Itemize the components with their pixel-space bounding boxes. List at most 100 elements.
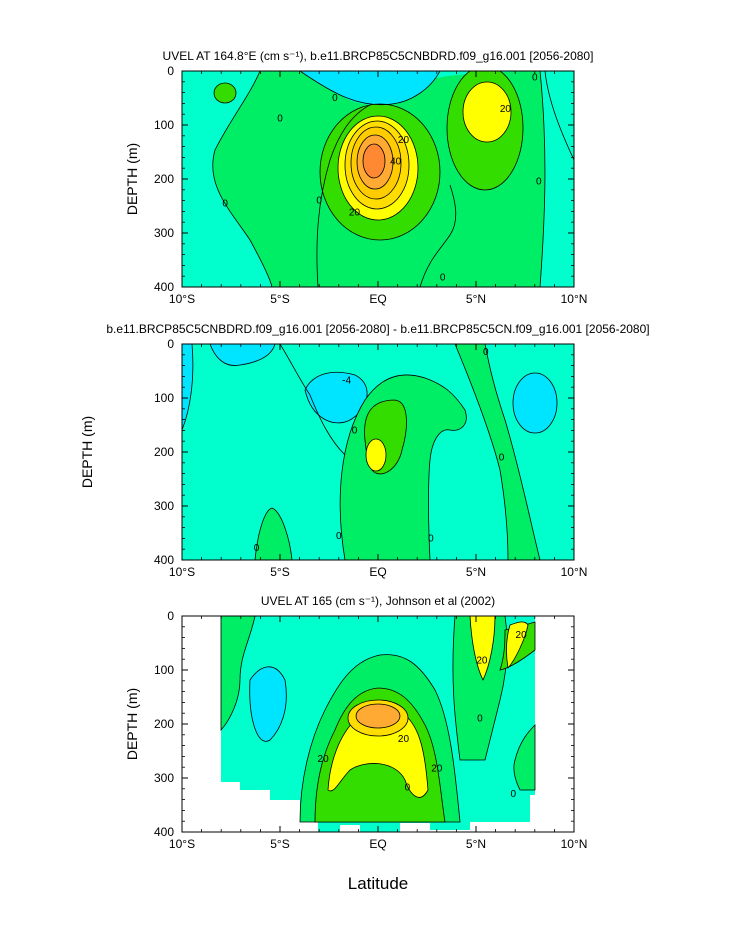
panel-2: b.e11.BRCP85C5CNBDRD.f09_g16.001 [2056-2… [79,322,650,579]
x-tick-label: EQ [369,292,386,306]
panel-1: UVEL AT 164.8°E (cm s⁻¹), b.e11.BRCP85C5… [124,49,593,306]
contour-label: 20 [516,630,528,641]
panel-1-ylabel: DEPTH (m) [124,143,140,215]
x-tick-label: 5°S [270,565,289,579]
contour-label: 20 [398,734,410,745]
contour-label: -4 [342,376,351,387]
p3-green-se [513,724,536,791]
panel-1-field [182,71,574,287]
p1-contour-b [299,71,441,106]
panel-1-title: UVEL AT 164.8°E (cm s⁻¹), b.e11.BRCP85C5… [163,49,594,63]
y-tick-label: 300 [154,226,174,240]
contour-label: 20 [500,104,512,115]
contour-label: 40 [390,157,402,168]
contour-label: 0 [222,198,228,209]
p1-blob-west [213,82,237,104]
p1-contour-c [316,103,373,287]
p3-jet-core [355,703,401,729]
contour-label: 0 [316,196,322,207]
contour-label: 0 [254,543,260,554]
contour-label: 20 [349,207,361,218]
contour-label: 0 [405,783,411,794]
y-tick-label: 0 [167,609,174,623]
x-tick-label: 5°N [466,292,486,306]
contour-label: 0 [477,714,483,725]
contour-label: 20 [476,655,488,666]
contour-label: 20 [398,135,410,146]
contour-label: 0 [532,72,538,83]
p1-jet-core [362,143,386,179]
p1-contour-d [539,71,546,287]
panel-3-ylabel: DEPTH (m) [124,688,140,760]
y-tick-label: 100 [154,663,174,677]
contour-label: 0 [277,114,283,125]
y-tick-label: 100 [154,391,174,405]
p2-cyan-top [209,344,276,366]
p2-contour-b [279,344,346,456]
y-tick-label: 0 [167,64,174,78]
y-tick-label: 400 [154,553,174,567]
p1-contour-e [419,184,457,287]
p2-green-east [454,344,541,560]
panel-3-contour-labels: 20 20 20 20 20 0 0 0 [318,630,528,800]
y-tick-label: 300 [154,771,174,785]
x-tick-label: 10°S [169,837,195,851]
x-tick-label: 10°N [561,565,588,579]
contour-label: 0 [536,177,542,188]
y-tick-label: 0 [167,337,174,351]
contour-label: 0 [483,347,489,358]
x-tick-label: EQ [369,565,386,579]
x-tick-label: 10°S [169,292,195,306]
y-tick-label: 300 [154,499,174,513]
p3-green-west [220,616,256,732]
panel-2-title: b.e11.BRCP85C5CNBDRD.f09_g16.001 [2056-2… [106,322,649,336]
x-tick-label: 5°S [270,837,289,851]
x-tick-label: 5°S [270,292,289,306]
p3-yellow-east [469,616,496,681]
contour-label: 20 [318,754,330,765]
p2-cyan-east [512,372,558,434]
contour-label: 0 [332,93,338,104]
x-tick-label: 5°N [466,565,486,579]
panel-3: UVEL AT 165 (cm s⁻¹), Johnson et al (200… [124,594,587,893]
panel-3-field [220,616,536,832]
contour-label: 0 [510,789,516,800]
x-axis-label: Latitude [348,874,409,893]
p1-contour-a [212,71,273,287]
p1-cyan-top [300,71,440,105]
p3-yellow-ne [506,621,529,669]
y-tick-label: 400 [154,280,174,294]
contour-label: 0 [336,531,342,542]
p1-cyan-west [182,71,272,287]
contour-label: 0 [352,425,358,436]
panel-2-ylabel: DEPTH (m) [79,416,95,488]
panel-2-ticks: 10°S 5°S EQ 5°N 10°N 0 100 200 300 400 [154,337,587,579]
x-tick-label: 10°S [169,565,195,579]
p2-contour-a [182,344,194,431]
contour-label: 0 [428,533,434,544]
p1-contour-f [544,71,574,161]
contour-label: 0 [440,272,446,283]
p1-cyan-east [540,71,574,287]
p3-cyan-west [249,666,287,742]
p2-cyan-west [182,344,345,560]
p2-green-sw [254,507,293,560]
y-tick-label: 400 [154,825,174,839]
x-tick-label: 5°N [466,837,486,851]
p1-blob-east-yellow [462,81,512,143]
y-tick-label: 100 [154,118,174,132]
x-tick-label: EQ [369,837,386,851]
panel-2-contour-labels: -4 0 0 0 0 0 0 [254,347,505,554]
panel-2-field [182,344,574,560]
x-tick-label: 10°N [561,292,588,306]
contour-label: 20 [431,763,443,774]
contour-label: 0 [499,452,505,463]
panel-1-contour-labels: 0 0 0 0 0 0 0 20 20 40 20 [222,72,542,283]
p2-yellow-core [365,438,387,472]
y-tick-label: 200 [154,445,174,459]
panel-3-title: UVEL AT 165 (cm s⁻¹), Johnson et al (200… [261,594,495,608]
x-tick-label: 10°N [561,837,588,851]
